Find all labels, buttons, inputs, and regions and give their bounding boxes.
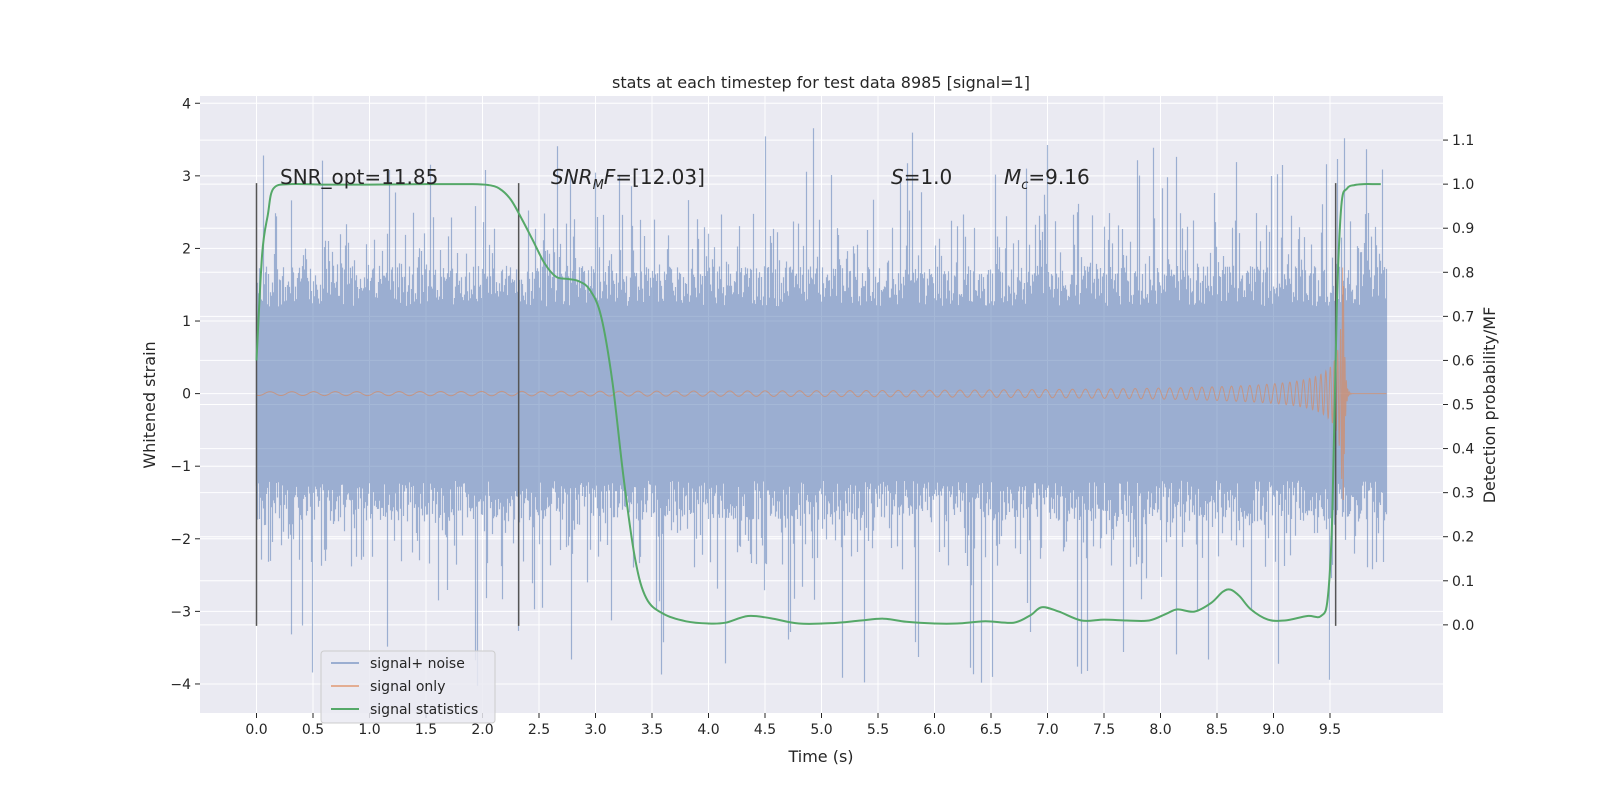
y-axis-left-label: Whitened strain xyxy=(140,341,159,468)
x-tick-label: 4.0 xyxy=(697,722,719,738)
x-tick-label: 1.5 xyxy=(415,722,437,738)
legend: signal+ noise signal only signal statist… xyxy=(320,650,496,724)
statistics-curve xyxy=(255,182,1381,625)
y-tick-label-left: −1 xyxy=(170,459,191,475)
y-tick-label-right: 0.0 xyxy=(1452,618,1474,634)
chart-title: stats at each timestep for test data 898… xyxy=(612,73,1030,92)
x-tick-label: 8.0 xyxy=(1149,722,1171,738)
x-tick-label: 5.0 xyxy=(810,722,832,738)
x-tick-label: 0.5 xyxy=(302,722,324,738)
series-signal-only xyxy=(256,267,1387,500)
y-tick-label-right: 0.9 xyxy=(1452,221,1474,237)
x-tick-label: 6.0 xyxy=(923,722,945,738)
x-tick-label: 2.0 xyxy=(471,722,493,738)
x-tick-label: 7.5 xyxy=(1093,722,1115,738)
y-tick-label-left: 0 xyxy=(182,387,191,403)
y-tick-label-left: 2 xyxy=(182,241,191,257)
legend-label-signal-only: signal only xyxy=(370,679,445,695)
x-axis-ticks: 0.0 0.5 1.0 1.5 2.0 2.5 3.0 3.5 4.0 4.5 5.0 5.5 6.0 6… xyxy=(245,713,1341,738)
y-tick-label-right: 0.1 xyxy=(1452,574,1474,590)
y-tick-label-right: 0.5 xyxy=(1452,398,1474,414)
y-axis-right-label: Detection probability/MF xyxy=(1480,307,1499,504)
x-tick-label: 9.5 xyxy=(1319,722,1341,738)
x-tick-label: 0.0 xyxy=(245,722,267,738)
annotation-snr-mf: SNRMF=[12.03] xyxy=(551,165,705,193)
y-tick-label-left: −3 xyxy=(170,604,191,620)
y-tick-label-left: −4 xyxy=(170,677,191,693)
y-tick-label-right: 1.0 xyxy=(1452,177,1474,193)
y-tick-label-right: 0.6 xyxy=(1452,353,1474,369)
y-tick-label-right: 0.3 xyxy=(1452,486,1474,502)
x-tick-label: 4.5 xyxy=(754,722,776,738)
legend-label-signal-statistics: signal statistics xyxy=(370,702,478,718)
x-tick-label: 6.5 xyxy=(980,722,1002,738)
x-tick-label: 8.5 xyxy=(1206,722,1228,738)
x-tick-label: 5.5 xyxy=(867,722,889,738)
y-tick-label-left: 4 xyxy=(182,96,191,112)
y-tick-label-right: 0.2 xyxy=(1452,530,1474,546)
chirp-trace xyxy=(256,267,1387,500)
y-tick-label-right: 1.1 xyxy=(1452,133,1474,149)
x-tick-label: 2.5 xyxy=(528,722,550,738)
x-tick-label: 9.0 xyxy=(1262,722,1284,738)
x-tick-label: 3.0 xyxy=(584,722,606,738)
x-tick-label: 1.0 xyxy=(358,722,380,738)
y-tick-label-right: 0.7 xyxy=(1452,309,1474,325)
legend-label-signal-plus-noise: signal+ noise xyxy=(370,656,465,672)
y-tick-label-right: 0.8 xyxy=(1452,265,1474,281)
y-tick-label-left: 1 xyxy=(182,314,191,330)
annotation-mc-value: Mc=9.16 xyxy=(1004,165,1090,193)
series-signal-statistics xyxy=(255,182,1381,625)
legend-box xyxy=(320,650,496,724)
y-tick-label-left: −2 xyxy=(170,532,191,548)
x-axis-label: Time (s) xyxy=(787,747,853,766)
x-tick-label: 7.0 xyxy=(1036,722,1058,738)
x-tick-label: 3.5 xyxy=(641,722,663,738)
annotation-s-value: S=1.0 xyxy=(891,165,952,189)
annotation-snr-opt: SNR_opt=11.85 xyxy=(280,165,438,189)
y-tick-label-right: 0.4 xyxy=(1452,442,1474,458)
y-axis-right-ticks: 0.0 0.1 0.2 0.3 0.4 0.5 0.6 0.7 0.8 0.9 1.0 1.1 xyxy=(1443,133,1474,634)
y-tick-label-left: 3 xyxy=(182,169,191,185)
y-axis-left-ticks: −4 −3 −2 −1 0 1 2 3 4 xyxy=(170,96,200,693)
